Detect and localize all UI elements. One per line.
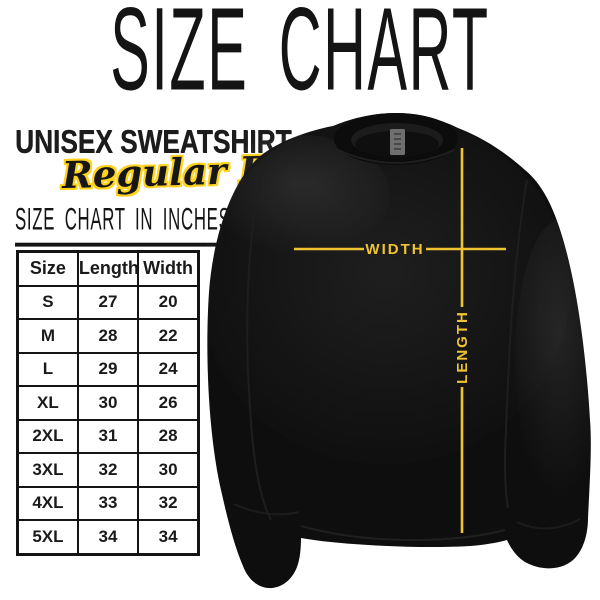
table-heading: SIZE CHART IN INCHES [15,204,231,247]
width-cell: 30 [137,452,200,488]
col-header-width: Width [137,250,200,287]
size-cell: 2XL [16,418,79,454]
length-cell: 27 [76,284,140,320]
width-cell: 22 [137,318,200,354]
neck-tag-print [394,133,401,150]
collar-seam [337,149,455,164]
size-cell: 3XL [16,452,79,488]
length-cell: 30 [76,385,140,421]
width-cell: 32 [137,485,200,521]
neck-tag [390,129,405,155]
table-row: 4XL 33 32 [16,485,200,521]
width-cell: 26 [137,385,200,421]
size-cell: 4XL [16,485,79,521]
width-cell: 24 [137,351,200,387]
col-header-size: Size [16,250,79,287]
size-cell: 5XL [16,519,79,555]
sleeve-sheen [515,220,600,500]
size-cell: M [16,318,79,354]
page-title: SIZE CHART [110,0,490,116]
length-label: LENGTH [454,310,471,384]
size-cell: S [16,284,79,320]
table-header-row: Size Length Width [16,250,200,287]
size-cell: L [16,351,79,387]
width-cell: 28 [137,418,200,454]
left-cuff-seam [233,503,300,516]
shoulder-sheen [210,135,390,255]
size-table: Size Length Width S 27 20 M 28 22 L 29 2… [16,250,200,556]
table-row: M 28 22 [16,318,200,354]
table-row: L 29 24 [16,351,200,387]
length-cell: 29 [76,351,140,387]
table-row: 5XL 34 34 [16,519,200,555]
width-cell: 20 [137,284,200,320]
table-row: 3XL 32 30 [16,452,200,488]
right-cuff-seam [516,518,581,530]
length-cell: 32 [76,452,140,488]
length-cell: 34 [76,519,140,555]
left-sleeve-seam [246,169,272,521]
length-cell: 33 [76,485,140,521]
width-cell: 34 [137,519,200,555]
width-label: WIDTH [365,241,424,258]
length-cell: 28 [76,318,140,354]
table-row: S 27 20 [16,284,200,320]
size-cell: XL [16,385,79,421]
length-cell: 31 [76,418,140,454]
right-sleeve-seam [503,179,528,509]
table-row: 2XL 31 28 [16,418,200,454]
table-row: XL 30 26 [16,385,200,421]
col-header-length: Length [76,250,140,287]
sweatshirt-image: WIDTH LENGTH [200,113,600,589]
hem-band-seam [300,525,506,542]
